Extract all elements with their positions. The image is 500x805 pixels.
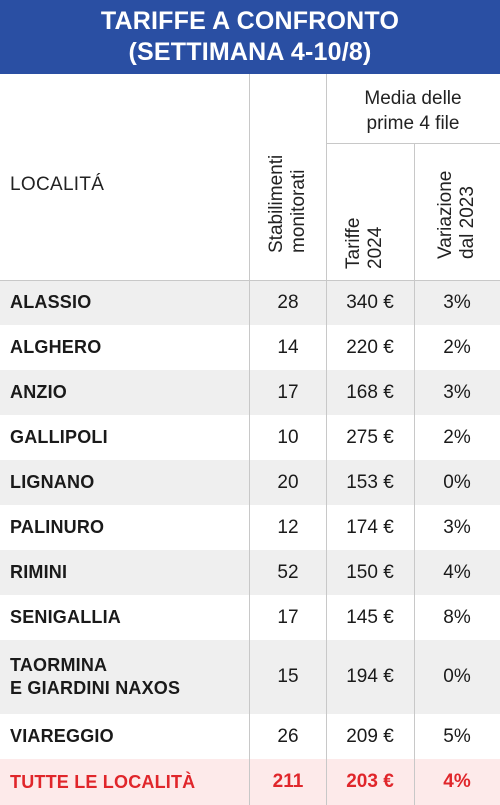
header-variazione: Variazione dal 2023 bbox=[435, 113, 479, 259]
header-stabilimenti-line-1: Stabilimenti bbox=[266, 154, 287, 253]
row-variazione: 0% bbox=[443, 666, 471, 687]
row-tariffe: 275 € bbox=[346, 426, 394, 448]
row-name: TAORMINA E GIARDINI NAXOS bbox=[10, 640, 248, 714]
divider-col-1 bbox=[249, 74, 250, 805]
row-name: VIAREGGIO bbox=[10, 726, 114, 746]
table-row-palinuro: PALINURO 12 174 € 3% bbox=[0, 505, 500, 550]
table-row-total: TUTTE LE LOCALITÀ 211 203 € 4% bbox=[0, 759, 500, 805]
header-tariffe-line-1: Tariffe bbox=[343, 217, 364, 269]
table-row-anzio: ANZIO 17 168 € 3% bbox=[0, 370, 500, 415]
row-tariffe: 145 € bbox=[346, 606, 394, 628]
header-variazione-line-1: Variazione bbox=[435, 170, 456, 259]
row-stabilimenti: 14 bbox=[277, 336, 299, 358]
row-stabilimenti: 17 bbox=[277, 606, 299, 628]
row-tariffe: 340 € bbox=[346, 291, 394, 313]
table-title: TARIFFE A CONFRONTO (SETTIMANA 4-10/8) bbox=[0, 0, 500, 74]
header-stabilimenti: Stabilimenti monitorati bbox=[266, 99, 310, 253]
header-stabilimenti-line-2: monitorati bbox=[288, 169, 309, 253]
row-stabilimenti: 28 bbox=[277, 291, 299, 313]
row-stabilimenti: 20 bbox=[277, 471, 299, 493]
row-name: ANZIO bbox=[10, 382, 67, 402]
header-localita: LOCALITÁ bbox=[10, 174, 105, 195]
row-name: GALLIPOLI bbox=[10, 427, 108, 447]
row-name-line-1: TAORMINA bbox=[10, 655, 108, 675]
row-tariffe: 209 € bbox=[346, 725, 394, 747]
row-stabilimenti: 17 bbox=[277, 381, 299, 403]
row-variazione: 3% bbox=[443, 291, 471, 313]
table-header: LOCALITÁ Stabilimenti monitorati Media d… bbox=[0, 74, 500, 280]
header-media-line-2: prime 4 file bbox=[366, 113, 460, 134]
row-name: ALGHERO bbox=[10, 337, 102, 357]
row-tariffe: 150 € bbox=[346, 561, 394, 583]
table-row-rimini: RIMINI 52 150 € 4% bbox=[0, 550, 500, 595]
divider-col-2 bbox=[326, 74, 327, 805]
row-name: LIGNANO bbox=[10, 472, 95, 492]
row-name: PALINURO bbox=[10, 517, 105, 537]
row-name: SENIGALLIA bbox=[10, 607, 122, 627]
table-row-lignano: LIGNANO 20 153 € 0% bbox=[0, 460, 500, 505]
row-stabilimenti: 52 bbox=[277, 561, 299, 583]
row-tariffe: 168 € bbox=[346, 381, 394, 403]
row-variazione: 5% bbox=[443, 725, 471, 747]
row-variazione: 3% bbox=[443, 381, 471, 403]
row-name: RIMINI bbox=[10, 562, 68, 582]
table-row-taormina: TAORMINA E GIARDINI NAXOS 15 194 € 0% bbox=[0, 640, 500, 714]
title-line-2: (SETTIMANA 4-10/8) bbox=[128, 38, 372, 66]
row-variazione: 0% bbox=[443, 471, 471, 493]
table-row-gallipoli: GALLIPOLI 10 275 € 2% bbox=[0, 415, 500, 460]
table-row-alassio: ALASSIO 28 340 € 3% bbox=[0, 280, 500, 325]
divider-header-bottom bbox=[0, 280, 500, 281]
total-tariffe: 203 € bbox=[346, 771, 394, 792]
header-media: Media delle prime 4 file bbox=[326, 86, 500, 136]
title-line-1: TARIFFE A CONFRONTO bbox=[100, 7, 400, 35]
row-tariffe: 153 € bbox=[346, 471, 394, 493]
row-stabilimenti: 12 bbox=[277, 516, 299, 538]
row-tariffe: 174 € bbox=[346, 516, 394, 538]
row-variazione: 4% bbox=[443, 561, 471, 583]
row-name-line-2: E GIARDINI NAXOS bbox=[10, 678, 181, 698]
total-name: TUTTE LE LOCALITÀ bbox=[10, 771, 196, 792]
header-tariffe-line-2: 2024 bbox=[365, 226, 386, 269]
row-variazione: 2% bbox=[443, 336, 471, 358]
total-variazione: 4% bbox=[443, 771, 471, 792]
row-stabilimenti: 10 bbox=[277, 426, 299, 448]
row-name: ALASSIO bbox=[10, 292, 92, 312]
row-variazione: 8% bbox=[443, 606, 471, 628]
total-stabilimenti: 211 bbox=[272, 771, 304, 792]
header-variazione-line-2: dal 2023 bbox=[457, 186, 478, 259]
row-variazione: 2% bbox=[443, 426, 471, 448]
divider-col-3 bbox=[414, 143, 415, 805]
row-variazione: 3% bbox=[443, 516, 471, 538]
row-stabilimenti: 15 bbox=[277, 666, 299, 687]
divider-media bbox=[326, 143, 500, 144]
table-row-senigallia: SENIGALLIA 17 145 € 8% bbox=[0, 595, 500, 640]
row-stabilimenti: 26 bbox=[277, 725, 299, 747]
header-media-line-1: Media delle bbox=[364, 88, 462, 109]
row-tariffe: 220 € bbox=[346, 336, 394, 358]
header-tariffe: Tariffe 2024 bbox=[343, 143, 387, 269]
table-row-viareggio: VIAREGGIO 26 209 € 5% bbox=[0, 714, 500, 759]
row-tariffe: 194 € bbox=[346, 666, 394, 687]
table-row-alghero: ALGHERO 14 220 € 2% bbox=[0, 325, 500, 370]
